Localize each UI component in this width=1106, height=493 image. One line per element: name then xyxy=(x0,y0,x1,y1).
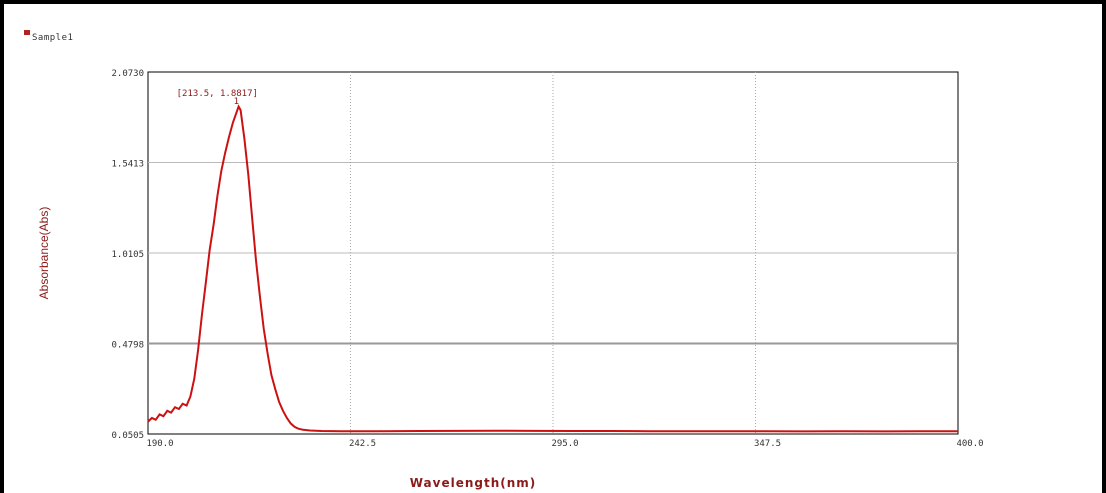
y-tick-label: 1.5413 xyxy=(111,160,144,170)
peak-annotation-label: [213.5, 1.8817] xyxy=(177,89,258,99)
x-axis-ticks: 190.0 242.5 295.0 347.5 400.0 xyxy=(146,439,983,449)
y-tick-label: 2.0730 xyxy=(111,69,144,79)
legend-label: Sample1 xyxy=(32,33,74,43)
y-axis-ticks: 0.0505 0.4798 1.0105 1.5413 2.0730 xyxy=(111,69,144,441)
y-axis-label: Absorbance(Abs) xyxy=(37,207,51,300)
series-line-sample1 xyxy=(147,104,958,433)
y-tick-label: 1.0105 xyxy=(111,250,144,260)
x-tick-label: 295.0 xyxy=(551,439,578,449)
y-tick-label: 0.0505 xyxy=(111,431,144,441)
legend-swatch xyxy=(24,30,30,35)
y-tick-label: 0.4798 xyxy=(111,341,144,351)
x-axis-label: Wavelength(nm) xyxy=(410,476,537,490)
legend: Sample1 xyxy=(24,30,73,43)
grid-lines xyxy=(148,72,958,434)
x-tick-label: 242.5 xyxy=(349,439,376,449)
peak-annotation-marker: 1 xyxy=(234,97,239,107)
x-tick-label: 190.0 xyxy=(146,439,173,449)
x-tick-label: 347.5 xyxy=(754,439,781,449)
x-tick-label: 400.0 xyxy=(956,439,983,449)
